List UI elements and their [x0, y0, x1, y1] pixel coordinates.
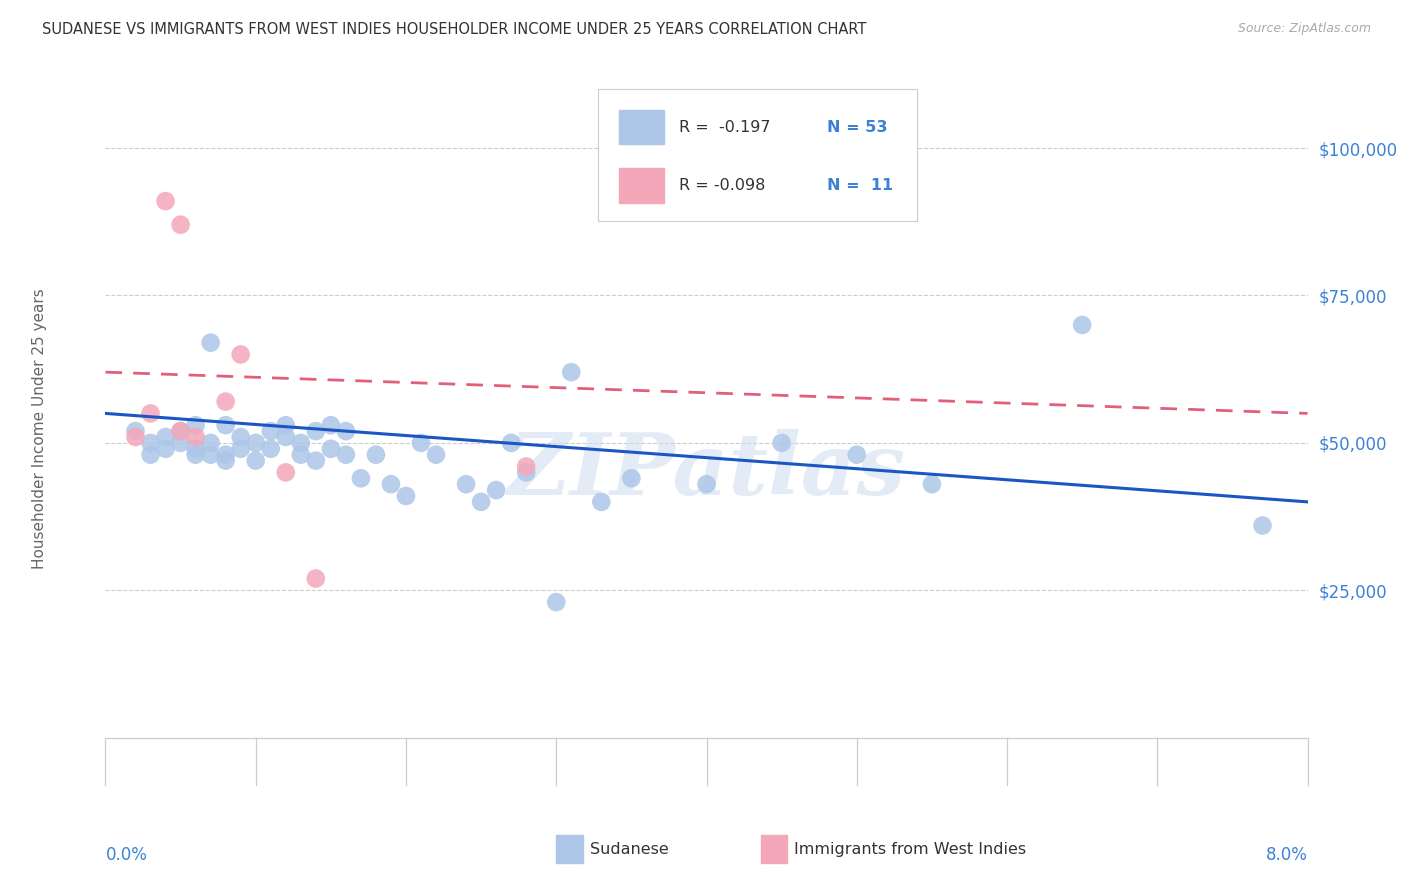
Point — [425, 448, 447, 462]
Point — [409, 436, 432, 450]
Point — [139, 436, 162, 450]
Point — [305, 424, 328, 438]
Point — [274, 418, 297, 433]
Bar — [557, 835, 582, 863]
Point — [184, 430, 207, 444]
Point — [501, 436, 523, 450]
Point — [155, 194, 177, 208]
Bar — [619, 110, 665, 145]
Point — [124, 424, 146, 438]
Point — [169, 424, 191, 438]
Point — [124, 430, 146, 444]
Point — [139, 448, 162, 462]
Text: 8.0%: 8.0% — [1265, 846, 1308, 863]
Text: R =  -0.197: R = -0.197 — [679, 120, 770, 135]
Point — [200, 436, 222, 450]
Point — [696, 477, 718, 491]
Point — [214, 394, 236, 409]
Point — [155, 430, 177, 444]
Point — [515, 466, 537, 480]
Point — [274, 430, 297, 444]
Point — [290, 436, 312, 450]
Point — [380, 477, 402, 491]
Point — [229, 347, 252, 361]
Point — [184, 442, 207, 456]
Point — [139, 406, 162, 420]
Point — [184, 418, 207, 433]
Point — [335, 424, 357, 438]
Point — [454, 477, 477, 491]
Point — [260, 442, 283, 456]
Point — [169, 424, 191, 438]
Point — [364, 448, 387, 462]
Point — [214, 453, 236, 467]
Point — [305, 572, 328, 586]
Point — [169, 218, 191, 232]
Point — [319, 442, 342, 456]
Text: R = -0.098: R = -0.098 — [679, 178, 765, 193]
Text: SUDANESE VS IMMIGRANTS FROM WEST INDIES HOUSEHOLDER INCOME UNDER 25 YEARS CORREL: SUDANESE VS IMMIGRANTS FROM WEST INDIES … — [42, 22, 866, 37]
Point — [1251, 518, 1274, 533]
Point — [350, 471, 373, 485]
Point — [485, 483, 508, 497]
Point — [921, 477, 943, 491]
Text: Immigrants from West Indies: Immigrants from West Indies — [794, 842, 1026, 856]
Text: Householder Income Under 25 years: Householder Income Under 25 years — [32, 288, 46, 568]
Point — [260, 424, 283, 438]
Point — [290, 448, 312, 462]
Point — [214, 448, 236, 462]
Text: 0.0%: 0.0% — [105, 846, 148, 863]
Point — [319, 418, 342, 433]
Point — [214, 418, 236, 433]
FancyBboxPatch shape — [599, 89, 917, 221]
Text: N = 53: N = 53 — [827, 120, 887, 135]
Point — [305, 453, 328, 467]
Text: Sudanese: Sudanese — [591, 842, 669, 856]
Point — [515, 459, 537, 474]
Point — [274, 466, 297, 480]
Text: ZIPatlas: ZIPatlas — [508, 429, 905, 513]
Point — [620, 471, 643, 485]
Point — [200, 335, 222, 350]
Point — [395, 489, 418, 503]
Point — [845, 448, 868, 462]
Text: Source: ZipAtlas.com: Source: ZipAtlas.com — [1237, 22, 1371, 36]
Point — [229, 430, 252, 444]
Point — [245, 453, 267, 467]
Point — [770, 436, 793, 450]
Point — [229, 442, 252, 456]
Bar — [761, 835, 787, 863]
Point — [200, 448, 222, 462]
Point — [591, 495, 613, 509]
Text: N =  11: N = 11 — [827, 178, 893, 193]
Point — [245, 436, 267, 450]
Bar — [619, 169, 665, 202]
Point — [546, 595, 568, 609]
Point — [184, 448, 207, 462]
Point — [470, 495, 492, 509]
Point — [1071, 318, 1094, 332]
Point — [560, 365, 582, 379]
Point — [335, 448, 357, 462]
Point — [169, 436, 191, 450]
Point — [155, 442, 177, 456]
